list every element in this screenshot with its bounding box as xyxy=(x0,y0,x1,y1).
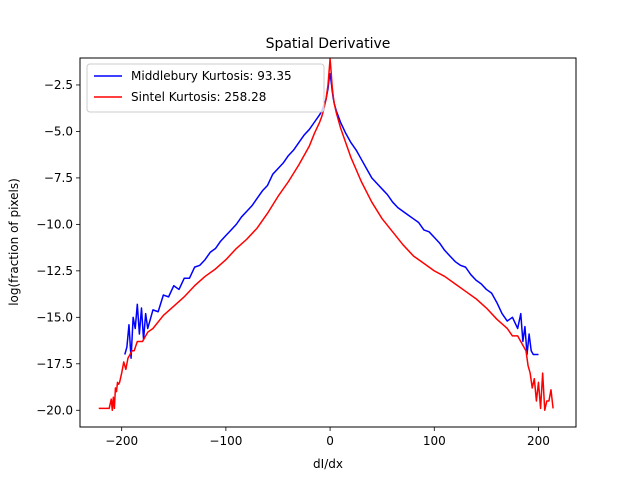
y-tick-label: −7.5 xyxy=(44,171,73,185)
legend-label-sintel: Sintel Kurtosis: 258.28 xyxy=(131,90,266,104)
y-tick-label: −20.0 xyxy=(36,403,73,417)
x-tick-label: −100 xyxy=(209,434,242,448)
chart-title: Spatial Derivative xyxy=(266,36,391,52)
y-axis: −2.5 −5.0 −7.5 −10.0 −12.5 −15.0 −17.5 −20.0 xyxy=(36,78,80,417)
x-tick-label: −200 xyxy=(105,434,138,448)
y-axis-label: log(fraction of pixels) xyxy=(7,178,21,306)
legend: Middlebury Kurtosis: 93.35 Sintel Kurtos… xyxy=(86,63,325,113)
series-line-middlebury xyxy=(124,73,539,359)
x-tick-label: 0 xyxy=(326,434,334,448)
x-axis: −200 −100 0 100 200 xyxy=(105,427,550,448)
legend-box xyxy=(86,63,325,113)
plot-frame xyxy=(79,57,577,428)
y-tick-label: −5.0 xyxy=(44,124,73,138)
y-tick-label: −10.0 xyxy=(36,217,73,231)
y-tick-label: −12.5 xyxy=(36,264,73,278)
series-layer xyxy=(98,58,554,412)
y-tick-label: −2.5 xyxy=(44,78,73,92)
x-tick-label: 100 xyxy=(423,434,446,448)
x-tick-label: 200 xyxy=(527,434,550,448)
series-line-sintel xyxy=(98,58,554,412)
x-axis-label: dI/dx xyxy=(313,457,343,471)
y-tick-label: −17.5 xyxy=(36,357,73,371)
legend-label-middlebury: Middlebury Kurtosis: 93.35 xyxy=(131,69,292,83)
y-tick-label: −15.0 xyxy=(36,310,73,324)
